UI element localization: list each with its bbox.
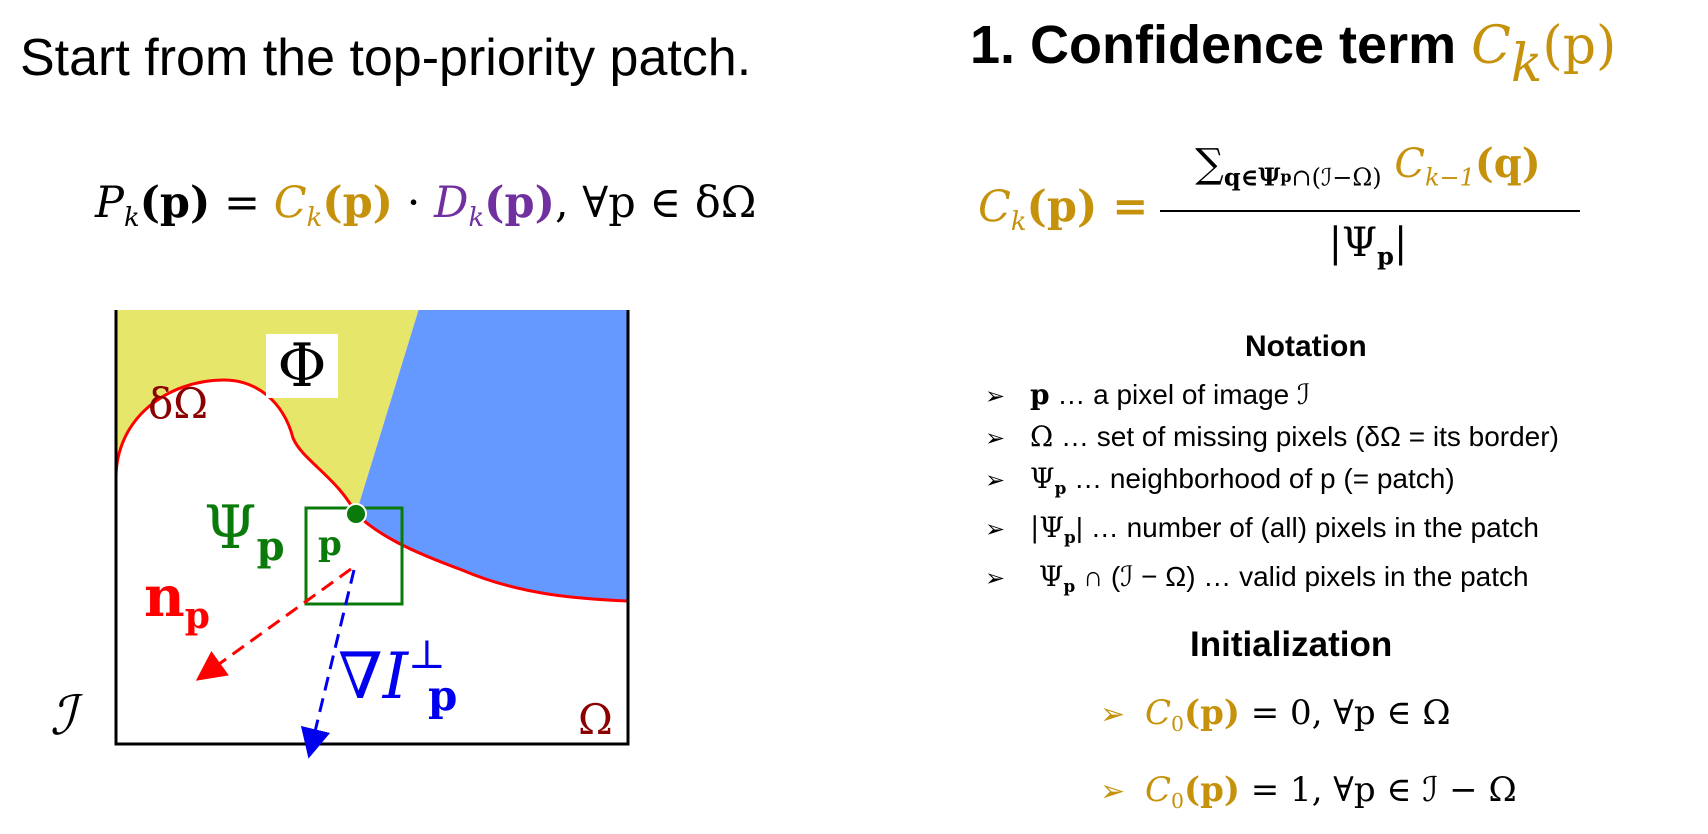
notation-text: … set of missing pixels (δΩ = its border… [1053, 421, 1559, 452]
normal-arrow [195, 567, 352, 681]
sum-subscript: q∈Ψ [1223, 162, 1281, 192]
notation-heading: Notation [1245, 330, 1367, 363]
bullet-arrow-icon: ➢ [1100, 697, 1126, 732]
patch-point-label: p [318, 524, 342, 564]
confidence-symbol: C [273, 178, 307, 228]
bullet-arrow-icon: ➢ [1100, 774, 1126, 810]
bullet-arrow-icon: ➢ [985, 515, 1006, 543]
point-p-marker [345, 503, 367, 525]
equals-sign: = [210, 178, 274, 228]
priority-argument: (p) [139, 178, 211, 228]
sum-symbol: ∑ [1195, 141, 1224, 187]
data-term-subscript: k [468, 203, 485, 234]
init-subscript: 0 [1171, 789, 1184, 814]
notation-subscript: p [1064, 526, 1076, 547]
source-region-blue [356, 310, 628, 601]
image-frame [114, 310, 630, 746]
isophote-arrow [300, 569, 356, 759]
priority-symbol: P [95, 178, 124, 228]
notation-subscript: p [1063, 575, 1076, 596]
data-term-symbol: D [434, 178, 469, 228]
conf-lhs-subscript: k [1010, 207, 1027, 238]
initialization-list: ➢ C0(p) = 0, ∀p ∈ Ω ➢ C0(p) = 1, ∀p ∈ ℐ − … [1100, 680, 1517, 834]
sum-subscript-tail: ∩(ℐ−Ω) [1291, 163, 1382, 192]
border-label: δΩ [148, 379, 208, 428]
title-subscript: k [1510, 34, 1543, 95]
init-symbol: C [1145, 693, 1172, 733]
initialization-heading: Initialization [1190, 625, 1393, 664]
notation-item: ➢ Ψp … neighborhood of p (= patch) [985, 459, 1559, 508]
title-argument: (p) [1542, 16, 1617, 76]
init-text: = 1, ∀p ∈ ℐ − Ω [1239, 770, 1517, 811]
title-text: 1. Confidence term [970, 15, 1472, 75]
priority-subscript: k [123, 203, 140, 234]
multiply-dot: · [393, 178, 435, 228]
notation-symbol: |Ψ [1030, 510, 1064, 544]
fill-front-border [114, 378, 629, 603]
slide-left-title: Start from the top-priority patch. [20, 29, 752, 87]
missing-region-label: Ω [578, 695, 613, 744]
initialization-item: ➢ C0(p) = 1, ∀p ∈ ℐ − Ω [1100, 757, 1517, 834]
confidence-numerator: ∑q∈Ψp∩(ℐ−Ω) Ck−1(q) [1158, 140, 1578, 191]
confidence-denominator: |Ψp| [1158, 220, 1578, 270]
normal-label: np [144, 564, 210, 637]
notation-item: ➢ Ω … set of missing pixels (δΩ = its bor… [985, 417, 1559, 459]
notation-symbol: Ψ [1030, 559, 1064, 593]
previous-confidence-argument: (q) [1474, 140, 1541, 187]
confidence-argument: (p) [322, 178, 394, 228]
bullet-arrow-icon: ➢ [985, 467, 1006, 494]
notation-symbol: Ψ [1030, 462, 1055, 495]
phi-label-background [266, 334, 338, 398]
confidence-equation-lhs: Ck(p) = [978, 182, 1148, 237]
initialization-item: ➢ C0(p) = 0, ∀p ∈ Ω [1100, 680, 1517, 757]
notation-item: ➢ |Ψp| … number of (all) pixels in the pa… [985, 508, 1559, 557]
fraction-bar [1160, 210, 1580, 212]
source-region-yellow [115, 310, 419, 514]
notation-symbol: Ω [1030, 420, 1054, 453]
inpainting-diagram: Φ δΩ p Ψp np ∇I⊥ p ℐ Ω [50, 310, 630, 759]
notation-text: … neighborhood of p (= patch) [1066, 463, 1455, 494]
notation-list: ➢ p … a pixel of image ℐ ➢ Ω … set of miss… [985, 375, 1559, 606]
data-term-argument: (p) [484, 178, 555, 228]
bullet-arrow-icon: ➢ [985, 564, 1006, 592]
init-argument: (p) [1184, 693, 1240, 733]
priority-domain: , ∀p ∈ δΩ [554, 178, 757, 228]
init-subscript: 0 [1171, 712, 1184, 737]
conf-lhs-argument: (p) = [1026, 182, 1149, 232]
isophote-label: ∇I⊥ [338, 632, 446, 714]
previous-confidence-symbol: C [1381, 141, 1425, 187]
notation-symbol: p [1030, 378, 1050, 411]
image-label: ℐ [50, 684, 84, 747]
init-argument: (p) [1184, 770, 1240, 811]
conf-lhs-symbol: C [978, 182, 1011, 232]
notation-text: ∩ (ℐ − Ω) … valid pixels in the patch [1075, 560, 1529, 592]
notation-item: ➢ Ψp ∩ (ℐ − Ω) … valid pixels in the pat… [985, 557, 1559, 606]
confidence-subscript: k [306, 203, 323, 234]
denominator-close: | [1393, 220, 1408, 266]
notation-text: … a pixel of image ℐ [1049, 379, 1311, 410]
bullet-arrow-icon: ➢ [985, 383, 1006, 410]
notation-subscript: p [1054, 477, 1067, 498]
confidence-term-title: 1. Confidence term Ck(p) [970, 14, 1616, 94]
init-symbol: C [1145, 770, 1172, 811]
previous-confidence-subscript: k−1 [1424, 163, 1475, 192]
notation-text: | … number of (all) pixels in the patch [1075, 511, 1539, 543]
init-text: = 0, ∀p ∈ Ω [1239, 693, 1451, 733]
denominator-symbol: |Ψ [1328, 220, 1378, 266]
phi-label: Φ [277, 331, 326, 401]
denominator-subscript: p [1377, 241, 1394, 271]
isophote-subscript: p [428, 671, 457, 720]
bullet-arrow-icon: ➢ [985, 425, 1006, 452]
sum-subsubscript: p [1280, 166, 1292, 186]
patch-label: Ψp [204, 493, 285, 570]
priority-equation: Pk(p) = Ck(p) · Dk(p), ∀p ∈ δΩ [95, 178, 756, 233]
title-symbol: C [1471, 16, 1511, 76]
notation-item: ➢ p … a pixel of image ℐ [985, 375, 1559, 417]
